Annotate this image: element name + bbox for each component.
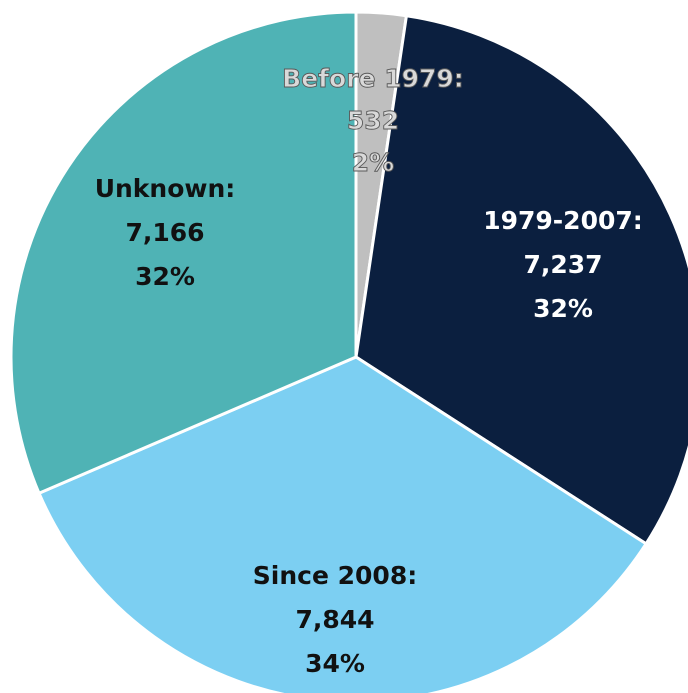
slice-category-label: 1979-2007: [483, 206, 643, 235]
slice-percentage-label: 34% [305, 649, 365, 678]
slice-value-label: 7,237 [523, 250, 602, 279]
slice-value-label: 7,166 [125, 218, 204, 247]
slice-percentage-label: 32% [135, 262, 195, 291]
slice-value-label: 532 [347, 106, 399, 135]
pie-slice [37, 355, 649, 693]
slice-value-label: 7,844 [295, 605, 374, 634]
slice-category-label: Since 2008: [253, 561, 417, 590]
slice-percentage-label: 2% [352, 148, 394, 177]
slice-category-label: Unknown: [95, 174, 236, 203]
pie-slice [9, 10, 358, 496]
pie-slice [354, 14, 688, 546]
slice-percentage-label: 32% [533, 294, 593, 323]
slice-category-label: Before 1979: [282, 64, 464, 93]
